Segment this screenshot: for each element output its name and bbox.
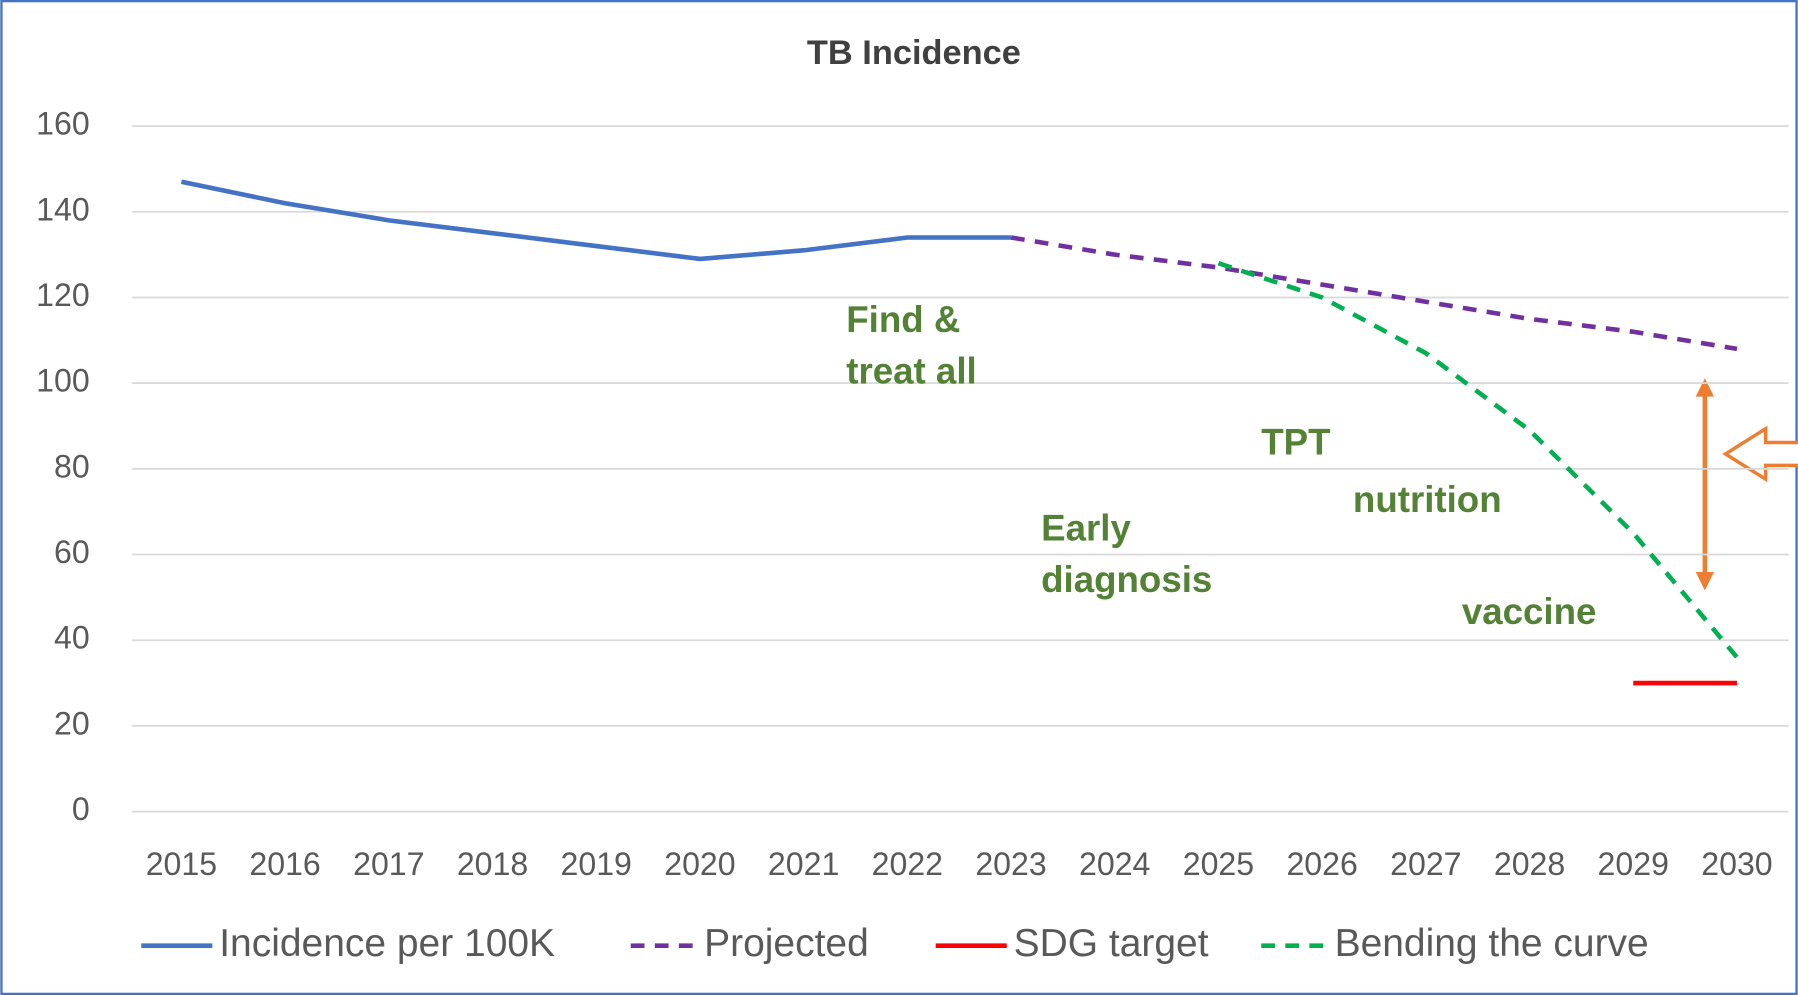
y-tick-label: 100 [36,363,90,399]
x-tick-label: 2030 [1701,846,1772,882]
legend-label: Projected [704,922,869,965]
y-tick-label: 120 [36,277,90,313]
y-tick-label: 20 [54,705,90,741]
annotation: vaccine [1462,591,1597,632]
y-tick-label: 140 [36,191,90,227]
annotation: diagnosis [1041,559,1212,600]
gap-arrow-head [1695,572,1715,591]
y-tick-label: 0 [72,791,90,827]
x-tick-label: 2015 [146,846,217,882]
x-tick-label: 2020 [664,846,735,882]
x-tick-label: 2019 [561,846,632,882]
series-line [180,179,1012,262]
chart-title: TB Incidence [807,34,1021,72]
x-tick-label: 2021 [768,846,839,882]
x-tick-label: 2024 [1079,846,1150,882]
annotation: treat all [846,350,976,391]
x-tick-label: 2023 [975,846,1046,882]
legend-label: SDG target [1014,922,1209,965]
x-tick-label: 2018 [457,846,528,882]
x-tick-label: 2028 [1494,846,1565,882]
outline-arrow [1722,425,1798,483]
y-tick-label: 40 [54,620,90,656]
annotation: Early [1041,507,1131,548]
x-tick-label: 2029 [1598,846,1669,882]
y-tick-label: 80 [54,448,90,484]
x-tick-label: 2026 [1286,846,1357,882]
decoration [1695,378,1798,591]
gap-arrow-head [1695,378,1715,397]
x-tick-label: 2027 [1390,846,1461,882]
annotation: Find & [846,299,960,340]
y-tick-label: 160 [36,106,90,142]
annotation: TPT [1261,421,1330,462]
legend-label: Incidence per 100K [219,922,555,965]
x-tick-label: 2022 [872,846,943,882]
series-line [1217,261,1739,659]
legend-label: Bending the curve [1335,922,1649,965]
x-tick-label: 2017 [353,846,424,882]
annotation: nutrition [1353,479,1502,520]
y-tick-label: 60 [54,534,90,570]
x-tick-label: 2025 [1183,846,1254,882]
x-tick-label: 2016 [249,846,320,882]
series-line [1010,235,1738,352]
